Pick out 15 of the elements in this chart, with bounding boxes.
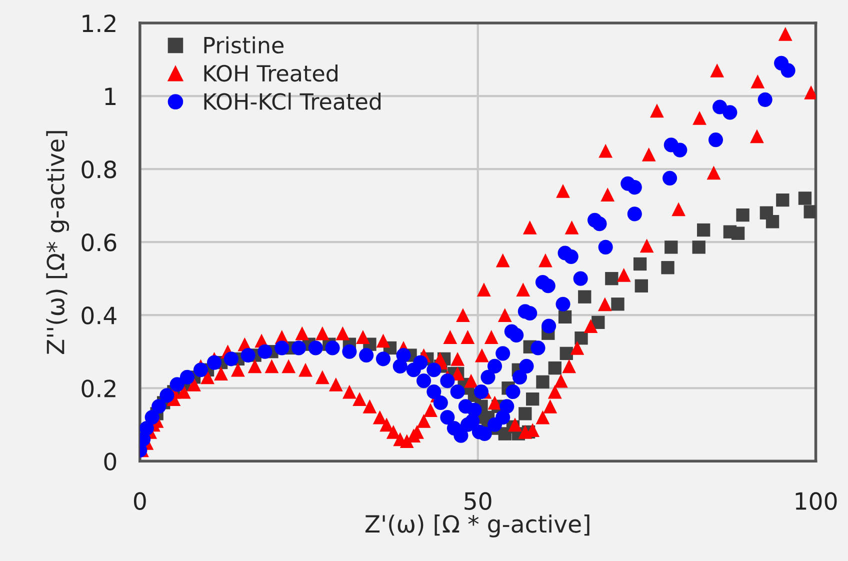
y-tick-label: 0.8 bbox=[82, 160, 116, 178]
y-tick-label: 0 bbox=[104, 452, 116, 470]
legend-label: Pristine bbox=[204, 36, 284, 54]
x-tick-label: 50 bbox=[464, 492, 492, 510]
x-tick-label: 0 bbox=[134, 492, 146, 510]
y-axis-title: Z''(ω) [Ω* g-active] bbox=[46, 131, 70, 354]
y-tick-label: 0.6 bbox=[82, 234, 116, 252]
y-tick-label: 1 bbox=[105, 88, 116, 105]
legend-label: KOH Treated bbox=[204, 64, 338, 82]
x-axis-title: Z'(ω) [Ω * g-active] bbox=[365, 514, 590, 538]
legend-label: KOH-KCl Treated bbox=[204, 92, 381, 110]
y-tick-label: 0.2 bbox=[82, 380, 116, 398]
y-tick-label: 1.2 bbox=[82, 14, 116, 32]
y-tick-label: 0.4 bbox=[82, 306, 116, 324]
x-tick-label: 100 bbox=[796, 492, 837, 510]
